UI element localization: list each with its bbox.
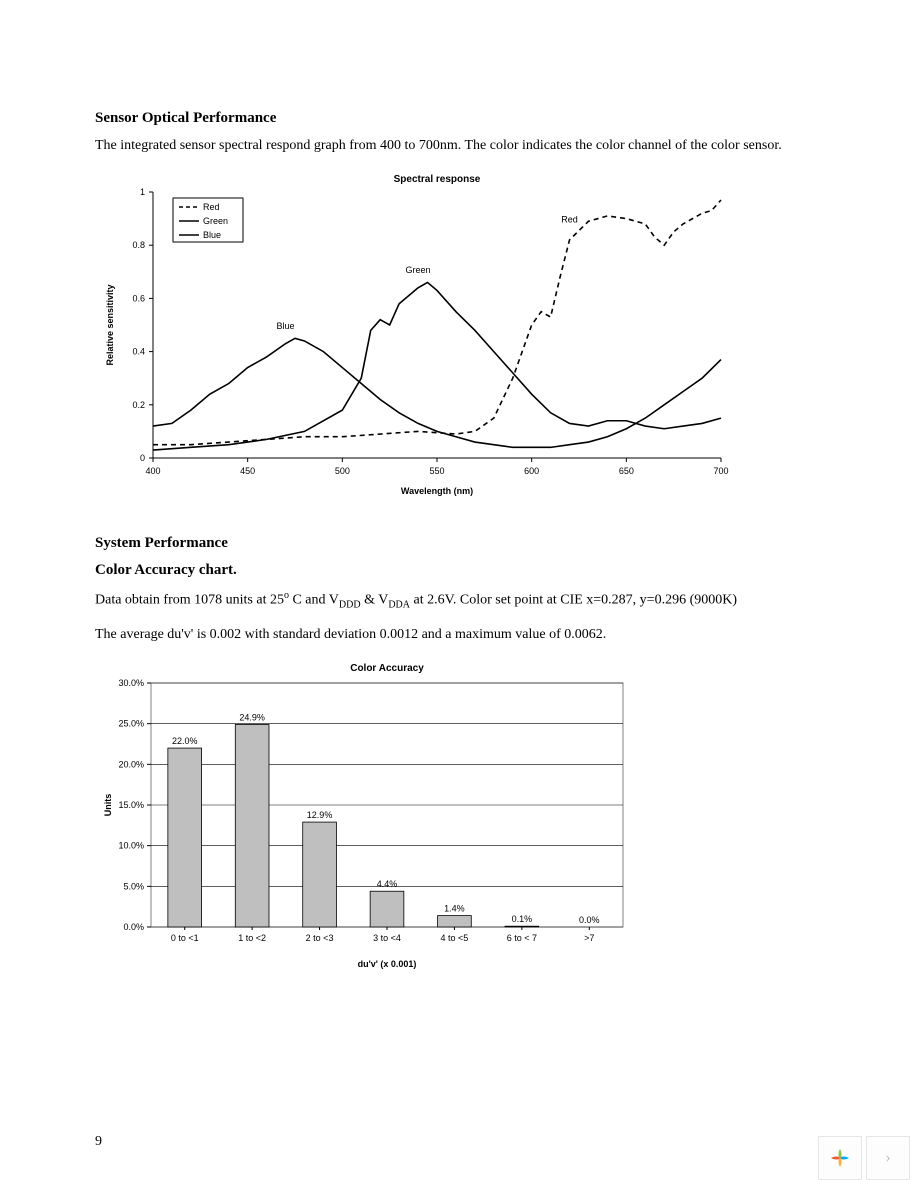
svg-text:0.0%: 0.0% — [123, 922, 144, 932]
page-number: 9 — [95, 1134, 102, 1150]
svg-text:1.4%: 1.4% — [444, 903, 465, 913]
svg-text:500: 500 — [335, 466, 350, 476]
section2-para1: Data obtain from 1078 units at 25o C and… — [95, 589, 823, 612]
svg-text:0: 0 — [140, 453, 145, 463]
para1-mid1: C and V — [289, 593, 339, 608]
color-accuracy-chart: Color Accuracy 0.0% 5.0% 10.0% 15.0% 20.0% 25.… — [95, 659, 823, 984]
logo-icon[interactable] — [818, 1136, 862, 1180]
svg-text:Green: Green — [406, 265, 431, 275]
para1-amp: & — [361, 593, 379, 608]
svg-text:>7: >7 — [584, 933, 594, 943]
svg-text:Units: Units — [103, 793, 113, 816]
svg-text:550: 550 — [429, 466, 444, 476]
svg-text:25.0%: 25.0% — [118, 718, 144, 728]
svg-text:3 to <4: 3 to <4 — [373, 933, 401, 943]
chevron-right-icon: › — [885, 1149, 890, 1167]
svg-text:Red: Red — [203, 202, 220, 212]
svg-text:0.8: 0.8 — [132, 240, 145, 250]
next-button[interactable]: › — [866, 1136, 910, 1180]
svg-text:0.6: 0.6 — [132, 293, 145, 303]
svg-text:Spectral response: Spectral response — [394, 174, 481, 185]
svg-text:22.0%: 22.0% — [172, 736, 198, 746]
svg-text:30.0%: 30.0% — [118, 678, 144, 688]
svg-text:10.0%: 10.0% — [118, 840, 144, 850]
corner-widget: › — [818, 1136, 910, 1180]
svg-text:2 to <3: 2 to <3 — [306, 933, 334, 943]
svg-text:12.9%: 12.9% — [307, 810, 333, 820]
svg-text:Color Accuracy: Color Accuracy — [350, 663, 424, 674]
svg-text:20.0%: 20.0% — [118, 759, 144, 769]
para1-text: Data obtain from 1078 units at 25 — [95, 593, 284, 608]
svg-text:0.4: 0.4 — [132, 346, 145, 356]
svg-text:15.0%: 15.0% — [118, 800, 144, 810]
svg-text:4 to <5: 4 to <5 — [441, 933, 469, 943]
svg-text:Red: Red — [561, 214, 578, 224]
svg-text:700: 700 — [713, 466, 728, 476]
svg-text:0.0%: 0.0% — [579, 915, 600, 925]
svg-text:4.4%: 4.4% — [377, 879, 398, 889]
svg-text:0.2: 0.2 — [132, 400, 145, 410]
para1-v2: V — [378, 593, 388, 608]
svg-text:650: 650 — [619, 466, 634, 476]
spectral-response-chart: Spectral response 0 0.2 0.4 0.6 0.8 1 400 450 500… — [95, 170, 823, 505]
sub-ddd: DDD — [339, 599, 361, 610]
svg-text:1 to <2: 1 to <2 — [238, 933, 266, 943]
svg-text:Blue: Blue — [277, 321, 295, 331]
svg-text:Blue: Blue — [203, 230, 221, 240]
section2-para2: The average du'v' is 0.002 with standard… — [95, 626, 823, 645]
svg-text:6 to < 7: 6 to < 7 — [507, 933, 537, 943]
svg-text:0.1%: 0.1% — [512, 914, 533, 924]
svg-text:1: 1 — [140, 187, 145, 197]
svg-text:Wavelength (nm): Wavelength (nm) — [401, 486, 473, 496]
svg-text:450: 450 — [240, 466, 255, 476]
svg-text:0 to <1: 0 to <1 — [171, 933, 199, 943]
svg-text:Relative sensitivity: Relative sensitivity — [105, 284, 115, 365]
svg-text:Green: Green — [203, 216, 228, 226]
section1-heading: Sensor Optical Performance — [95, 110, 823, 127]
svg-text:400: 400 — [145, 466, 160, 476]
section2-subheading: Color Accuracy chart. — [95, 562, 823, 579]
svg-text:24.9%: 24.9% — [239, 712, 265, 722]
para1-suffix: at 2.6V. Color set point at CIE x=0.287,… — [410, 593, 737, 608]
section2-heading: System Performance — [95, 535, 823, 552]
sub-dda: DDA — [388, 599, 410, 610]
svg-text:du'v' (x 0.001): du'v' (x 0.001) — [358, 959, 417, 969]
section1-para: The integrated sensor spectral respond g… — [95, 137, 823, 156]
svg-text:600: 600 — [524, 466, 539, 476]
svg-text:5.0%: 5.0% — [123, 881, 144, 891]
